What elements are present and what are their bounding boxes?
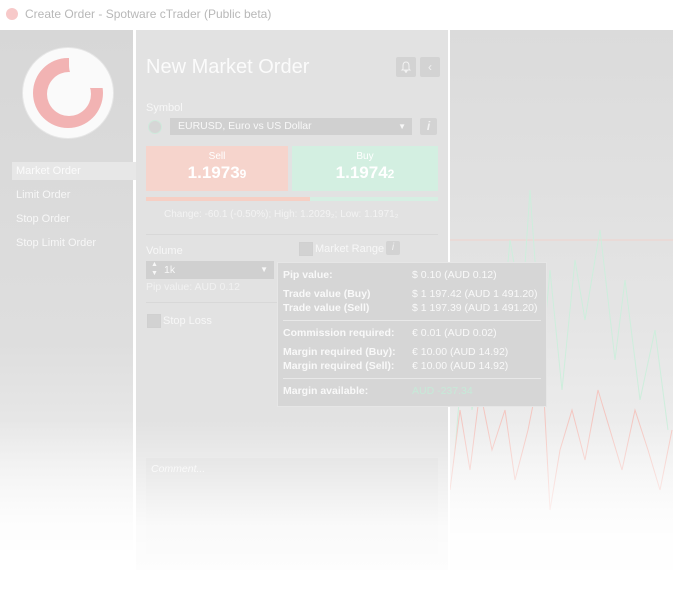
tooltip-key: Margin required (Sell):: [283, 360, 395, 372]
nav-stop-order[interactable]: Stop Order: [16, 213, 70, 225]
chevron-left-icon[interactable]: ‹: [420, 57, 440, 77]
nav-stop-limit-order[interactable]: Stop Limit Order: [16, 237, 97, 249]
tooltip-value: € 0.01 (AUD 0.02): [412, 327, 497, 339]
market-range-label: Market Range: [315, 243, 385, 255]
market-range-checkbox[interactable]: [299, 242, 313, 256]
price-stats: Change: -60.1 (-0.50%); High: 1.2029₂; L…: [164, 209, 399, 220]
stepper-arrows-icon: ▲ ▼: [151, 261, 158, 277]
tooltip-key: Trade value (Sell): [283, 302, 370, 314]
buy-spread-bar: [310, 197, 438, 201]
buy-button[interactable]: Buy 1.19742: [292, 146, 438, 191]
buy-price: 1.1974: [335, 163, 388, 182]
tooltip-key: Pip value:: [283, 269, 333, 281]
tooltip-value: $ 0.10 (AUD 0.12): [412, 269, 497, 281]
bell-icon[interactable]: [396, 57, 416, 77]
market-range-info-icon[interactable]: i: [386, 241, 400, 255]
sell-pip: 9: [239, 167, 247, 181]
stop-loss-checkbox[interactable]: [147, 314, 161, 328]
nav-limit-order[interactable]: Limit Order: [16, 189, 71, 201]
tooltip-value: € 10.00 (AUD 14.92): [412, 360, 509, 372]
margin-info-tooltip: Pip value: $ 0.10 (AUD 0.12) Trade value…: [277, 262, 547, 407]
ctrader-logo: [23, 48, 113, 138]
page-title: New Market Order: [146, 56, 310, 78]
volume-stepper[interactable]: ▲ ▼ 1k ▼: [146, 261, 274, 279]
tooltip-divider: [283, 320, 541, 321]
sell-label: Sell: [208, 151, 226, 162]
symbol-select[interactable]: EURUSD, Euro vs US Dollar ▼: [170, 118, 412, 135]
symbol-label: Symbol: [146, 102, 183, 114]
chevron-down-icon: ▼: [260, 265, 268, 274]
tooltip-key: Margin required (Buy):: [283, 346, 396, 358]
margin-available-value: AUD -237.34: [412, 385, 473, 397]
buy-pip: 2: [387, 167, 395, 181]
tooltip-divider: [283, 378, 541, 379]
tooltip-value: $ 1 197.42 (AUD 1 491.20): [412, 288, 538, 300]
order-type-sidebar: Market Order Limit Order Stop Order Stop…: [0, 30, 137, 550]
stop-loss-label: Stop Loss: [163, 315, 212, 327]
nav-market-order[interactable]: Market Order: [12, 162, 137, 180]
tooltip-value: € 10.00 (AUD 14.92): [412, 346, 509, 358]
sell-button[interactable]: Sell 1.19739: [146, 146, 288, 191]
comment-input[interactable]: Comment...: [146, 458, 438, 558]
pip-value-text: Pip value: AUD 0.12: [146, 281, 240, 293]
title-bar: Create Order - Spotware cTrader (Public …: [0, 0, 673, 28]
symbol-info-icon[interactable]: i: [420, 118, 437, 135]
tooltip-key: Trade value (Buy): [283, 288, 371, 300]
sell-price: 1.1973: [187, 163, 240, 182]
symbol-status-icon: [148, 120, 162, 134]
divider: [146, 234, 438, 235]
window-title: Create Order - Spotware cTrader (Public …: [25, 7, 272, 21]
app-icon: [6, 8, 18, 20]
tooltip-key: Commission required:: [283, 327, 395, 339]
volume-label: Volume: [146, 245, 183, 257]
buy-label: Buy: [356, 151, 374, 162]
sell-spread-bar: [146, 197, 310, 201]
tooltip-key: Margin available:: [283, 385, 369, 397]
tooltip-value: $ 1 197.39 (AUD 1 491.20): [412, 302, 538, 314]
